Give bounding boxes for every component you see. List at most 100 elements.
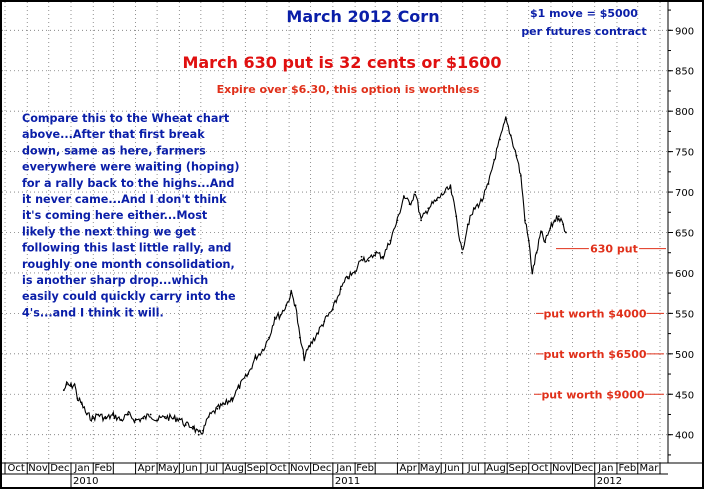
note-line-2: per futures contract (521, 25, 646, 38)
x-tick-label: Sep (509, 463, 528, 474)
price-point (207, 416, 210, 418)
price-point (65, 383, 68, 386)
year-labels: 2010 2011 2012 (70, 474, 622, 487)
x-tick-label: Nov (28, 463, 48, 474)
subheadline: Expire over $6.30, this option is worthl… (217, 83, 480, 96)
x-tick-label: Jun (443, 463, 460, 474)
price-point (231, 397, 234, 400)
price-point (303, 356, 306, 359)
price-point (192, 425, 194, 428)
price-point (112, 414, 115, 417)
price-point (493, 158, 496, 161)
price-point (224, 403, 227, 405)
price-point (396, 219, 399, 222)
price-point (557, 215, 560, 218)
price-point (455, 215, 458, 218)
year-label: 2012 (597, 476, 622, 487)
x-tick-label: Apr (138, 463, 156, 474)
x-tick-label: Jan (597, 463, 613, 474)
price-point (402, 195, 405, 198)
y-tick-label: 500 (675, 350, 694, 361)
price-point (238, 385, 241, 388)
level-label-bg (543, 306, 647, 320)
price-point (261, 348, 264, 351)
price-point (298, 336, 301, 339)
x-tick-label: Jan (335, 463, 351, 474)
y-tick-label: 550 (675, 309, 694, 320)
price-point (127, 413, 130, 416)
y-tick-label: 600 (675, 269, 694, 280)
commentary-line: everywhere were waiting (hoping) (22, 161, 240, 174)
price-point (535, 251, 538, 254)
price-point (178, 417, 181, 420)
price-point (202, 429, 204, 432)
price-point (339, 288, 342, 291)
price-point (408, 203, 411, 206)
x-tick-label: Apr (400, 463, 418, 474)
x-tick-label: Jul (205, 463, 218, 474)
x-tick-label: Feb (618, 463, 636, 474)
price-point (527, 239, 530, 242)
x-tick-label: May (420, 463, 441, 474)
x-tick-label: Jun (181, 463, 198, 474)
price-point (354, 272, 356, 274)
level-label-bg (541, 387, 645, 401)
level-label: 630 put (590, 243, 638, 256)
level-label: put worth $9000 (541, 388, 644, 401)
commentary-line: 4's...and I think it will. (22, 306, 164, 319)
note-line-1: $1 move = $5000 (530, 7, 638, 20)
price-point (156, 419, 158, 422)
commentary-line: for a rally back to the highs...And (22, 177, 234, 190)
price-point (515, 154, 518, 157)
x-tick-label: Oct (269, 463, 286, 474)
x-tick-label: Dec (312, 463, 331, 474)
price-point (443, 191, 446, 193)
level-label-bg (588, 241, 640, 255)
x-tick-label: Sep (247, 463, 266, 474)
commentary-line: it never came...And I don't think (22, 193, 227, 206)
year-label: 2010 (73, 476, 98, 487)
price-point (524, 219, 527, 222)
price-point (374, 251, 377, 254)
price-point (323, 320, 326, 323)
commentary-line: following this last little rally, and (22, 242, 231, 255)
y-tick-label: 900 (675, 26, 694, 37)
price-point (509, 134, 512, 137)
price-point (172, 417, 175, 420)
x-tick-label: Aug (224, 463, 244, 474)
price-point (435, 199, 438, 202)
commentary-line: above...After that first break (22, 128, 205, 141)
levels: 630 put put worth $4000 put worth $6500 put… (534, 241, 666, 401)
x-tick-label: Aug (486, 463, 506, 474)
x-tick-label: Nov (552, 463, 572, 474)
level-label: put worth $4000 (543, 307, 646, 320)
price-point (449, 187, 452, 189)
price-point (474, 207, 476, 210)
year-label: 2011 (335, 476, 360, 487)
x-tick-label: Dec (50, 463, 69, 474)
commentary-line: down, same as here, farmers (22, 144, 206, 157)
commentary-line: easily could quickly carry into the (22, 290, 236, 303)
x-tick-label: Feb (356, 463, 374, 474)
price-point (367, 259, 370, 262)
price-point (544, 241, 547, 244)
price-point (531, 272, 534, 274)
price-point (553, 219, 556, 222)
price-point (184, 424, 187, 426)
price-point (273, 316, 276, 319)
price-point (120, 419, 123, 422)
price-point (268, 336, 270, 339)
x-tick-label: Nov (290, 463, 310, 474)
price-point (97, 413, 100, 416)
price-point (254, 356, 257, 359)
y-tick-label: 750 (675, 148, 694, 159)
price-point (104, 417, 107, 420)
x-tick-label: Jan (73, 463, 89, 474)
price-point (76, 397, 79, 400)
price-point (487, 183, 490, 185)
price-point (134, 419, 137, 422)
chart-title: March 2012 Corn (286, 7, 439, 26)
price-point (427, 207, 430, 210)
